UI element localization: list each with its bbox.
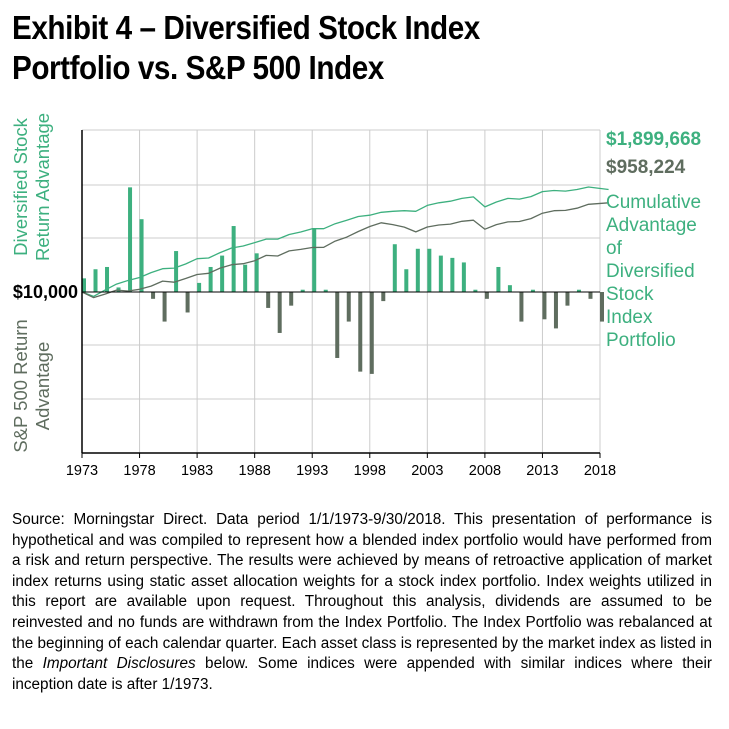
bar <box>427 248 432 292</box>
bar <box>93 269 98 292</box>
bar <box>565 292 570 306</box>
bar <box>496 266 501 292</box>
right-label-line: Diversified <box>606 261 695 282</box>
bar <box>105 266 110 292</box>
source-note: Source: Morningstar Direct. Data period … <box>12 510 712 695</box>
bar <box>231 226 236 292</box>
bar <box>162 292 167 322</box>
bar <box>392 244 397 292</box>
axes <box>81 130 601 458</box>
title-line-1: Exhibit 4 – Diversified Stock Index <box>12 9 480 46</box>
x-tick-label: 1993 <box>296 463 328 479</box>
source-text-2: below. Some indices were appended with s… <box>12 655 713 693</box>
bar <box>335 292 340 358</box>
bar <box>346 292 351 322</box>
x-tick-label: 1988 <box>239 463 271 479</box>
bar <box>243 264 248 292</box>
source-italic-text: Important Disclosures <box>42 655 196 673</box>
x-tick-label: 2018 <box>584 463 616 479</box>
bar <box>82 278 86 292</box>
bar <box>530 289 535 292</box>
ylabel-top: Diversified Stock Return Advantage <box>10 113 53 261</box>
right-label-line: Advantage <box>606 215 697 236</box>
ylabel-bottom-line: Advantage <box>32 342 53 430</box>
x-tick-label: 1978 <box>123 463 155 479</box>
bar <box>128 187 133 292</box>
x-tick-label: 1983 <box>181 463 213 479</box>
ylabel-bottom-line: S&P 500 Return <box>10 319 31 452</box>
bar <box>197 282 202 292</box>
ylabel-top-line: Diversified Stock <box>10 117 31 256</box>
x-tick-label: 2008 <box>469 463 501 479</box>
cumulative-lines <box>81 186 609 299</box>
right-label-line: Index <box>606 307 653 328</box>
bar <box>369 292 374 374</box>
bar <box>266 292 271 308</box>
x-tick-label: 2003 <box>411 463 443 479</box>
bar <box>507 285 512 292</box>
right-label-line: Cumulative <box>606 192 701 213</box>
bar <box>519 292 524 322</box>
bar <box>289 292 294 306</box>
ending-value-diversified: $1,899,668 <box>606 129 701 150</box>
bar <box>381 292 386 302</box>
chart: 1973 1978 1983 1988 1993 1998 2003 2008 2013 2018… <box>10 113 701 479</box>
bar <box>151 292 156 299</box>
bar <box>576 289 581 292</box>
chart-labels: 1973 1978 1983 1988 1993 1998 2003 2008 2013 2018… <box>10 113 701 479</box>
return-advantage-bars <box>82 187 604 374</box>
sp500-line <box>81 202 609 299</box>
diversified-line <box>81 186 609 298</box>
ending-value-sp500: $958,224 <box>606 157 686 178</box>
bar <box>450 257 455 292</box>
right-label-line: Stock <box>606 284 654 305</box>
bar <box>588 292 593 299</box>
right-label-line: Portfolio <box>606 330 676 351</box>
bar <box>542 292 547 320</box>
source-text-1: Source: Morningstar Direct. Data period … <box>12 511 712 673</box>
bar <box>312 228 317 292</box>
title-line-2: Portfolio vs. S&P 500 Index <box>12 49 384 86</box>
bar <box>323 289 328 292</box>
bar <box>484 292 489 299</box>
bar <box>473 289 478 292</box>
bar <box>300 289 305 292</box>
x-tick-label: 1973 <box>66 463 98 479</box>
bar <box>600 292 604 322</box>
x-tick-label: 1998 <box>354 463 386 479</box>
right-label-line: of <box>606 238 623 259</box>
bar <box>553 292 558 329</box>
bar <box>404 269 409 292</box>
bar <box>254 253 259 292</box>
baseline-label: $10,000 <box>13 282 78 302</box>
bar <box>415 248 420 292</box>
chart-title: Exhibit 4 – Diversified Stock Index Port… <box>12 8 480 88</box>
bar <box>438 255 443 292</box>
bar <box>220 255 225 292</box>
ylabel-top-line: Return Advantage <box>32 113 53 261</box>
bar <box>174 251 179 292</box>
x-tick-label: 2013 <box>526 463 558 479</box>
bar <box>461 262 466 292</box>
bar <box>358 292 363 372</box>
ylabel-bottom: S&P 500 Return Advantage <box>10 319 53 452</box>
bar <box>277 292 282 333</box>
bar <box>185 292 190 313</box>
bar <box>208 266 213 292</box>
bar <box>139 219 144 292</box>
